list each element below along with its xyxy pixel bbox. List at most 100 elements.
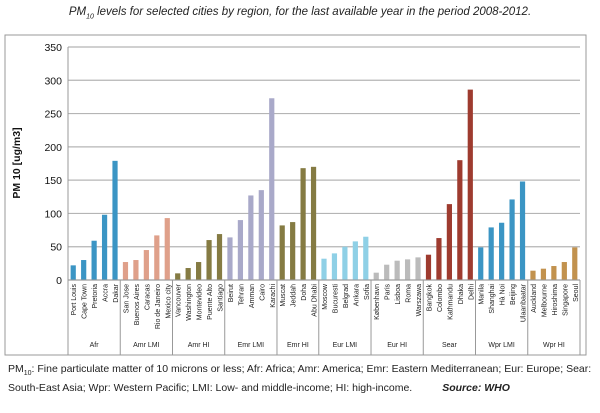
bar xyxy=(509,199,515,280)
bar xyxy=(154,235,160,280)
bar xyxy=(394,260,400,280)
bar xyxy=(91,240,97,280)
group-label: Amr HI xyxy=(188,342,210,349)
category-label: Cape Town xyxy=(82,284,89,319)
bar xyxy=(342,246,348,280)
category-label: Beirut xyxy=(228,284,235,302)
bar xyxy=(81,260,87,280)
group-label: Wpr LMI xyxy=(488,342,515,349)
category-label: Muscat xyxy=(280,284,287,307)
category-label: Dhaka xyxy=(458,284,465,304)
bar xyxy=(196,262,202,280)
category-label: Vancouver xyxy=(176,283,183,317)
y-tick-label: 50 xyxy=(50,242,62,254)
bar xyxy=(248,195,254,280)
category-label: Puente Alto xyxy=(207,284,214,320)
category-label: Warszawa xyxy=(416,284,423,317)
category-label: Accra xyxy=(103,284,110,302)
bar xyxy=(415,257,421,280)
chart-title: PM10 levels for selected cities by regio… xyxy=(68,6,532,21)
bar xyxy=(216,234,223,280)
bar xyxy=(122,262,129,280)
category-label: Auckland xyxy=(531,284,538,313)
category-label: Karachi xyxy=(270,284,277,308)
category-label: Paris xyxy=(385,284,392,300)
category-label: Sofia xyxy=(364,284,371,300)
bar xyxy=(572,247,578,280)
bar xyxy=(227,237,233,280)
bar xyxy=(457,160,463,280)
category-label: Hà Noi xyxy=(500,284,507,306)
y-tick-label: 150 xyxy=(44,175,62,187)
y-tick-label: 250 xyxy=(44,109,62,121)
bar xyxy=(185,268,191,280)
bar xyxy=(530,270,536,280)
category-label: Roma xyxy=(406,284,413,303)
category-label: Jeddah xyxy=(291,284,298,307)
group-label: Amr LMI xyxy=(133,342,160,349)
category-label: Doha xyxy=(301,284,308,301)
y-tick-label: 300 xyxy=(44,75,62,87)
bar xyxy=(352,241,358,280)
category-label: Amman xyxy=(249,284,256,308)
bar xyxy=(112,160,118,280)
bar xyxy=(290,222,296,280)
bar xyxy=(70,265,76,280)
y-tick-label: 200 xyxy=(44,142,62,154)
category-label: Rio de Janeiro xyxy=(155,284,162,329)
category-label: Colombo xyxy=(437,284,444,312)
bar xyxy=(101,214,108,280)
bar xyxy=(310,166,317,280)
bar xyxy=(258,190,264,280)
bar xyxy=(436,238,442,280)
y-tick-label: 350 xyxy=(44,42,62,54)
group-label: Emr HI xyxy=(287,342,309,349)
bar xyxy=(540,268,547,280)
category-label: Seoul xyxy=(573,284,580,302)
bar xyxy=(519,181,526,280)
bar xyxy=(143,250,149,280)
group-label: Eur HI xyxy=(387,342,407,349)
bar xyxy=(384,264,390,280)
category-label: Delhi xyxy=(468,284,475,300)
bar xyxy=(206,240,212,280)
category-label: Cairo xyxy=(259,284,266,301)
category-label: Belgrad xyxy=(343,284,350,308)
category-label: Tehran xyxy=(238,284,245,306)
bar xyxy=(321,258,327,280)
category-label: København xyxy=(374,284,381,320)
category-label: Dakar xyxy=(113,283,120,302)
y-tick-label: 100 xyxy=(44,208,62,220)
bar xyxy=(478,247,484,280)
bar xyxy=(373,272,379,280)
category-label: Bangkok xyxy=(426,284,433,312)
bar xyxy=(467,89,473,280)
bar xyxy=(164,218,170,280)
category-label: Bucuresti xyxy=(332,284,339,314)
bar xyxy=(175,273,181,280)
group-label: Sear xyxy=(442,342,457,349)
bar xyxy=(300,168,306,280)
category-label: Kathmandu xyxy=(447,284,454,320)
category-label: Abu Dhabi xyxy=(312,284,319,317)
bar xyxy=(133,260,139,280)
bar xyxy=(237,220,244,280)
bar xyxy=(269,98,275,280)
category-label: Pretoria xyxy=(92,284,99,309)
bar xyxy=(446,204,452,280)
y-tick-label: 0 xyxy=(56,275,62,287)
bar xyxy=(363,236,369,280)
category-label: Port Louis xyxy=(71,284,78,316)
category-label: Shanghai xyxy=(489,284,496,314)
category-label: Caracas xyxy=(144,284,151,311)
category-label: Ulaanbaatar xyxy=(521,283,528,322)
bar xyxy=(488,227,494,280)
chart-footnote: PM10: Fine particulate matter of 10 micr… xyxy=(8,363,592,395)
source-note: Source: WHO xyxy=(442,382,510,395)
category-label: Buenos Aires xyxy=(134,284,141,326)
bar xyxy=(279,225,285,280)
category-label: Santiago xyxy=(218,284,225,312)
bar xyxy=(404,259,411,280)
category-label: Beijing xyxy=(510,284,517,305)
